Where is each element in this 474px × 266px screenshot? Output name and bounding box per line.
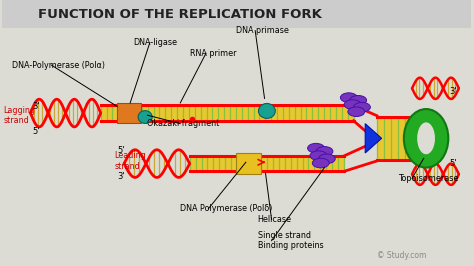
Text: RNA primer: RNA primer <box>190 49 236 58</box>
Text: Topoisomerase: Topoisomerase <box>398 174 458 183</box>
Text: 5': 5' <box>449 159 457 168</box>
Bar <box>377 117 412 160</box>
Text: DNA Polymerase (Polδ): DNA Polymerase (Polδ) <box>180 204 273 213</box>
Text: DNA-Polymerase (Polα): DNA-Polymerase (Polα) <box>12 61 105 70</box>
Circle shape <box>348 107 365 117</box>
Text: 5': 5' <box>117 146 125 155</box>
Text: Leading
strand: Leading strand <box>115 151 146 171</box>
Text: DNA-ligase: DNA-ligase <box>134 38 177 47</box>
Text: FUNCTION OF THE REPLICATION FORK: FUNCTION OF THE REPLICATION FORK <box>38 8 322 20</box>
Text: 3': 3' <box>33 102 40 111</box>
Circle shape <box>354 102 370 112</box>
Text: Single strand
Binding proteins: Single strand Binding proteins <box>257 231 323 250</box>
Text: Okazaki fragment: Okazaki fragment <box>147 119 220 128</box>
Circle shape <box>310 151 327 160</box>
Circle shape <box>312 158 329 168</box>
Circle shape <box>308 143 325 153</box>
Bar <box>190 156 344 171</box>
Text: 3': 3' <box>449 87 457 96</box>
Ellipse shape <box>258 103 275 118</box>
Text: © Study.com: © Study.com <box>377 251 426 260</box>
Text: 5': 5' <box>33 127 40 136</box>
Circle shape <box>316 147 333 156</box>
Text: 3': 3' <box>117 172 125 181</box>
Text: Lagging
strand: Lagging strand <box>3 106 35 125</box>
Bar <box>237 153 261 174</box>
Text: Helicase: Helicase <box>257 215 292 224</box>
Ellipse shape <box>138 111 152 123</box>
Circle shape <box>344 100 361 109</box>
Text: DNA primase: DNA primase <box>237 26 289 35</box>
Ellipse shape <box>404 109 448 168</box>
Circle shape <box>340 93 357 102</box>
Circle shape <box>319 154 335 164</box>
Ellipse shape <box>417 122 435 154</box>
Bar <box>2 0 471 28</box>
Polygon shape <box>365 124 382 153</box>
Circle shape <box>350 95 366 105</box>
Bar <box>117 103 141 123</box>
Bar <box>100 105 354 121</box>
